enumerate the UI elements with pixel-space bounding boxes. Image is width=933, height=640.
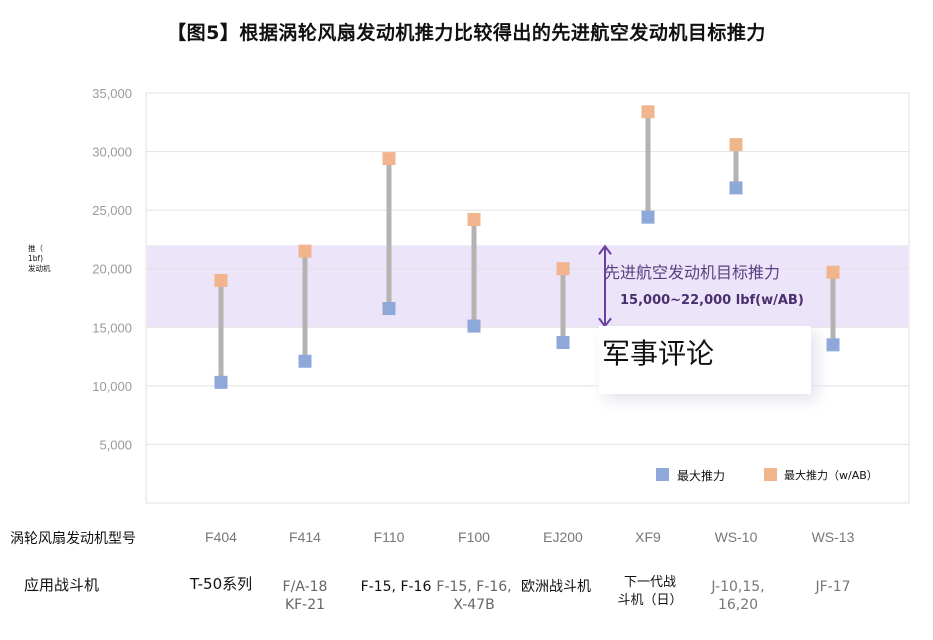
y-tick-label: 15,000	[92, 320, 132, 335]
target-band-label: 先进航空发动机目标推力	[604, 263, 781, 282]
max-thrust-point	[382, 302, 396, 316]
legend-label-max-thrust: 最大推力	[677, 469, 726, 483]
max-thrust-point	[467, 319, 481, 333]
watermark: 军事评论	[599, 326, 811, 394]
band-arrow-head-top	[598, 244, 612, 255]
row-label-engine-model: 涡轮风扇发动机型号	[10, 531, 136, 547]
max-thrust-point	[729, 181, 743, 195]
max-thrust-ab-point	[556, 262, 570, 276]
max-thrust-ab-point	[214, 273, 228, 287]
y-tick-label: 5,000	[99, 437, 132, 452]
y-tick-label: 10,000	[92, 379, 132, 394]
max-thrust-point	[641, 210, 655, 224]
max-thrust-ab-point	[729, 138, 743, 152]
max-thrust-point	[556, 336, 570, 350]
y-tick-label: 20,000	[92, 262, 132, 277]
fighter-label: 下一代战 斗机（日）	[617, 575, 683, 608]
x-category-label: F100	[458, 529, 490, 545]
legend-label-max-thrust-ab: 最大推力（w/AB）	[784, 469, 878, 482]
fighter-label: F-15, F-16	[360, 579, 432, 595]
y-tick-label: 35,000	[92, 86, 132, 101]
max-thrust-ab-point	[382, 152, 396, 166]
target-band	[147, 245, 908, 328]
x-category-label: EJ200	[543, 529, 583, 545]
x-category-label: XF9	[635, 529, 661, 545]
y-tick-label: 30,000	[92, 145, 132, 160]
x-category-label: WS-10	[715, 529, 758, 545]
max-thrust-point	[826, 338, 840, 352]
y-axis-title: 推（ 1bf) 发动机	[28, 244, 68, 274]
y-axis-title-line: 1bf)	[28, 254, 44, 263]
fighter-label: J-10,15, 16,20	[711, 579, 765, 613]
y-axis-title-line: 发动机	[28, 264, 51, 273]
x-category-label: WS-13	[812, 529, 855, 545]
max-thrust-ab-point	[298, 244, 312, 258]
x-category-label: F110	[374, 529, 405, 545]
y-axis-title-line: 推（	[28, 244, 43, 253]
watermark-text: 军事评论	[602, 337, 715, 370]
max-thrust-ab-point	[467, 213, 481, 227]
fighter-label: F/A-18 KF-21	[282, 579, 328, 613]
legend-swatch-max-thrust	[656, 468, 669, 481]
max-thrust-ab-point	[641, 105, 655, 119]
row-label-applied-fighter: 应用战斗机	[24, 576, 100, 594]
fighter-label: T-50系列	[189, 575, 253, 593]
fighter-label: JF-17	[815, 579, 851, 595]
fighter-label: F-15, F-16, X-47B	[436, 579, 512, 613]
fighter-label: 欧洲战斗机	[521, 579, 591, 595]
max-thrust-ab-point	[826, 265, 840, 279]
max-thrust-point	[298, 354, 312, 368]
y-tick-label: 25,000	[92, 203, 132, 218]
target-band-range: 15,000~22,000 lbf(w/AB)	[620, 293, 804, 308]
x-category-label: F414	[289, 529, 321, 545]
max-thrust-point	[214, 375, 228, 389]
x-category-label: F404	[205, 529, 237, 545]
chart-title: 【图5】根据涡轮风扇发动机推力比较得出的先进航空发动机目标推力	[167, 22, 766, 44]
legend-swatch-max-thrust-ab	[764, 468, 777, 481]
